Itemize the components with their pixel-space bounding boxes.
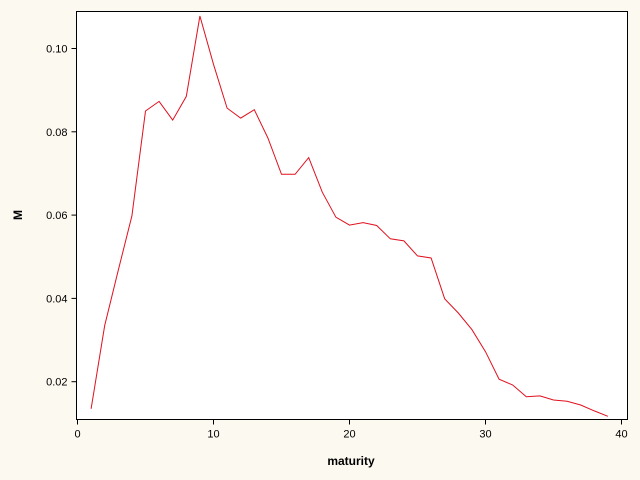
- x-axis-title: maturity: [327, 454, 375, 468]
- y-tick-label: 0.08: [46, 127, 67, 139]
- x-tick-label: 20: [343, 429, 355, 441]
- y-tick-label: 0.06: [46, 210, 67, 222]
- x-tick-label: 30: [479, 429, 491, 441]
- y-tick-label: 0.10: [46, 44, 67, 56]
- y-tick-label: 0.02: [46, 377, 67, 389]
- plot-area: [76, 11, 628, 420]
- y-tick-label: 0.04: [46, 293, 67, 305]
- x-tick-label: 40: [615, 429, 627, 441]
- y-axis: 0.02 0.04 0.06 0.08 0.10: [46, 44, 77, 389]
- x-tick-label: 0: [74, 429, 80, 441]
- x-axis: 0 10 20 30 40: [74, 419, 628, 441]
- y-axis-title: M: [11, 210, 25, 220]
- series-layer: [90, 15, 609, 417]
- series-line: [90, 15, 609, 417]
- x-tick-label: 10: [207, 429, 219, 441]
